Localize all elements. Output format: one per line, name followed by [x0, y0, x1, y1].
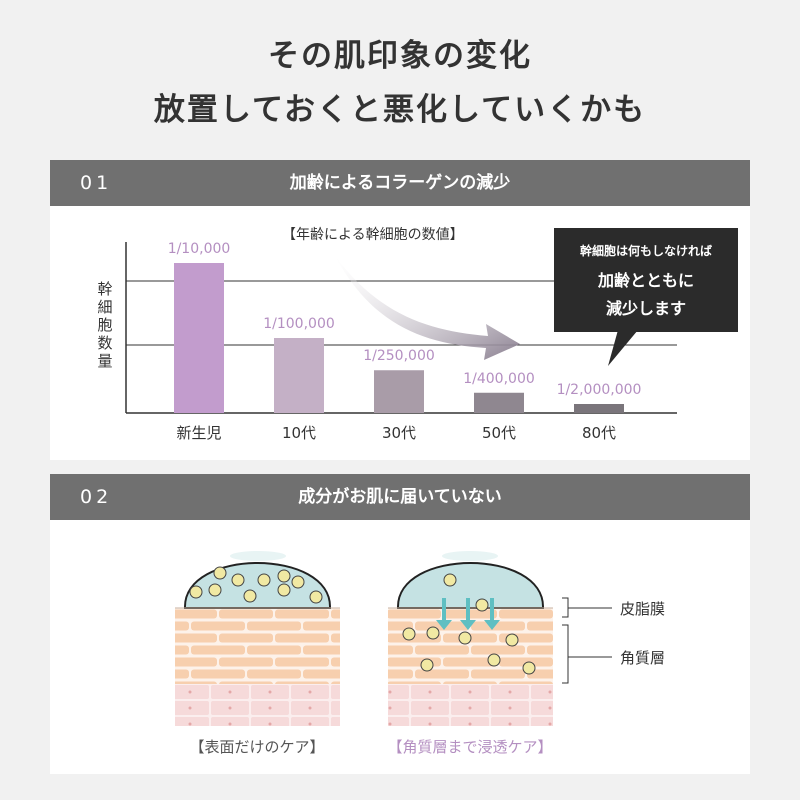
chart-y-label: 幹細胞数量	[96, 280, 114, 370]
callout-pointer	[608, 330, 638, 366]
section-1-panel: 【年齢による幹細胞の数値】 幹細胞数量 1/10,000 1/100,000 1/2…	[50, 206, 750, 460]
chart-category-label-4: 50代	[481, 424, 517, 442]
chart-bar-4	[474, 392, 524, 413]
chart-category-label-1: 新生児	[176, 424, 222, 442]
caption-surface-care: 【表面だけのケア】	[189, 738, 325, 756]
layer-bracket	[562, 597, 612, 684]
section-1-number: 01	[80, 172, 113, 194]
chart-bar-2	[274, 338, 324, 413]
penetration-arrow-icon	[436, 598, 500, 630]
headline-line-2: 放置しておくと悪化していくかも	[153, 92, 647, 128]
section-1-title: 加齢によるコラーゲンの減少	[289, 173, 511, 193]
chart-category-label-2: 10代	[281, 424, 317, 442]
callout-line-1: 幹細胞は何もしなければ	[579, 244, 712, 258]
chart-y-label-char: 幹	[97, 280, 113, 298]
chart-y-label-char: 数	[97, 334, 113, 352]
chart-bar-1	[174, 263, 224, 413]
layer-label-stratum: 角質層	[620, 649, 666, 667]
headline-line-1: その肌印象の変化	[268, 38, 532, 74]
chart-value-label-5: 1/2,000,000	[556, 382, 642, 398]
callout-box: 幹細胞は何もしなければ 加齢とともに 減少します	[554, 228, 738, 332]
chart-bar-3	[374, 370, 424, 413]
section-2-panel: 皮脂膜 角質層 【表面だけのケア】 【角質層まで浸透ケア】	[50, 520, 750, 774]
chart-value-label-2: 1/100,000	[263, 316, 335, 332]
section-2-number: 02	[80, 486, 113, 508]
ingredient-particles-right	[402, 573, 536, 675]
caption-deep-care: 【角質層まで浸透ケア】	[387, 738, 553, 756]
chart-bar-5	[574, 404, 624, 413]
chart-value-label-4: 1/400,000	[463, 370, 535, 387]
chart-y-label-char: 量	[97, 352, 113, 370]
section-2-header: 02 成分がお肌に届いていない	[50, 474, 750, 520]
callout-line-2: 加齢とともに	[597, 271, 694, 290]
chart-y-label-char: 細	[97, 298, 113, 316]
decline-arrow-icon	[335, 256, 520, 360]
chart-y-label-char: 胞	[97, 316, 113, 334]
ingredient-particles-left	[189, 566, 323, 604]
chart-value-label-1: 1/10,000	[167, 241, 231, 257]
layer-label-sebum: 皮脂膜	[620, 600, 666, 618]
chart-category-label-5: 80代	[581, 424, 617, 442]
section-1-header: 01 加齢によるコラーゲンの減少	[50, 160, 750, 206]
section-2-title: 成分がお肌に届いていない	[298, 487, 502, 507]
chart-category-label-3: 30代	[381, 424, 417, 442]
callout-line-3: 減少します	[605, 299, 686, 318]
skin-illustration	[175, 551, 612, 726]
chart-title: 【年齢による幹細胞の数値】	[282, 227, 464, 243]
chart-value-label-3: 1/250,000	[363, 348, 435, 365]
surface-care-illustration	[175, 551, 340, 726]
